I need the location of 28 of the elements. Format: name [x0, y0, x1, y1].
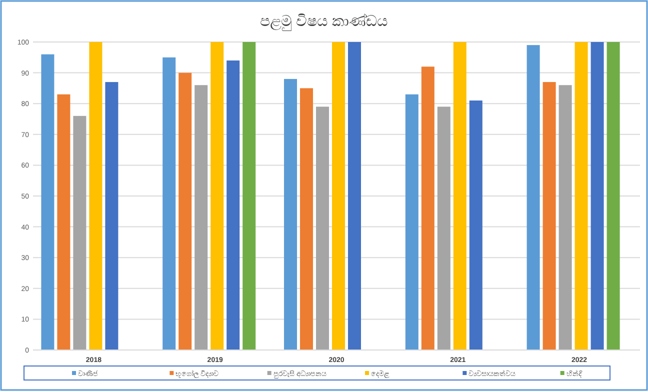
- bar: [558, 85, 572, 350]
- bar: [469, 100, 482, 350]
- bar: [89, 42, 102, 350]
- bar: [316, 106, 329, 350]
- bar: [453, 42, 466, 350]
- bar: [178, 72, 192, 350]
- bar: [348, 42, 361, 350]
- bar: [194, 85, 208, 350]
- bar: [105, 82, 118, 350]
- bar: [73, 116, 86, 350]
- bar: [226, 60, 240, 350]
- bar: [162, 57, 176, 350]
- bar: [57, 94, 70, 350]
- bar: [210, 42, 224, 350]
- bar: [526, 45, 540, 350]
- bar: [284, 78, 297, 350]
- chart-title: පළමු විෂය කාණ්ඩය: [260, 12, 388, 31]
- bar: [437, 106, 450, 350]
- bar: [405, 94, 418, 350]
- bar: [332, 42, 345, 350]
- bar: [574, 42, 588, 350]
- bar: [606, 42, 620, 350]
- bar: [590, 42, 604, 350]
- bar: [300, 88, 313, 350]
- bar: [542, 82, 556, 350]
- bar: [41, 54, 54, 350]
- bar: [242, 42, 256, 350]
- bar: [421, 66, 434, 350]
